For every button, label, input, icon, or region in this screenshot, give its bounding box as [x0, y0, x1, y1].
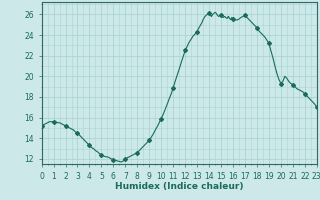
X-axis label: Humidex (Indice chaleur): Humidex (Indice chaleur)	[115, 182, 244, 191]
